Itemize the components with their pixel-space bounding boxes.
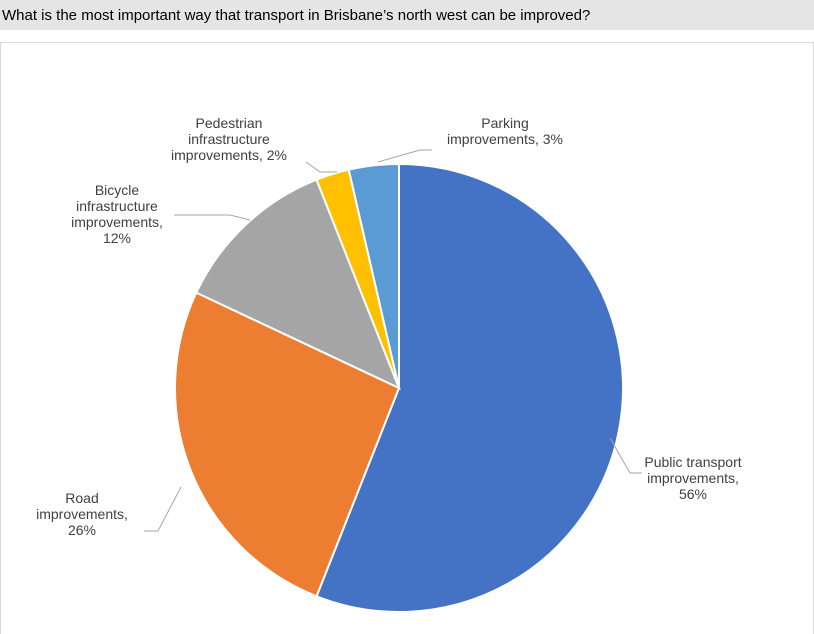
data-label-line: Public transport <box>644 454 741 470</box>
data-label-line: Bicycle <box>95 182 140 198</box>
data-label-line: improvements, <box>647 470 739 486</box>
data-label-line: Parking <box>481 115 528 131</box>
data-label-bicycle-infrastructure-improvements: Bicycle infrastructure improvements, 12% <box>71 182 163 246</box>
leader-line-road-improvements <box>144 486 182 532</box>
leader-line-public-transport-improvements <box>609 437 642 474</box>
pie-slice-public-transport-improvements <box>315 162 624 613</box>
data-label-line: Road <box>65 490 98 506</box>
pie-slice-bicycle-infrastructure-improvements <box>194 178 401 390</box>
data-label-line: 56% <box>679 486 707 502</box>
data-label-line: improvements, <box>36 506 128 522</box>
leader-line-parking-improvements <box>377 149 432 163</box>
data-label-public-transport-improvements: Public transport improvements, 56% <box>644 454 741 502</box>
data-label-road-improvements: Road improvements, 26% <box>36 490 128 538</box>
data-label-line: Pedestrian <box>196 115 263 131</box>
data-label-line: 12% <box>103 230 131 246</box>
data-label-pedestrian-infrastructure-improvements: Pedestrian infrastructure improvements, 2% <box>171 115 287 163</box>
data-label-line: improvements, <box>71 214 163 230</box>
question-title: What is the most important way that tran… <box>0 0 814 30</box>
data-label-line: infrastructure <box>188 131 270 147</box>
pie-slice-parking-improvements <box>347 162 400 389</box>
data-label-line: improvements, 2% <box>171 147 287 163</box>
leader-line-bicycle-infrastructure-improvements <box>174 214 251 221</box>
data-label-line: improvements, 3% <box>447 131 563 147</box>
pie-slice-road-improvements <box>174 291 401 598</box>
data-label-line: infrastructure <box>76 198 158 214</box>
leader-line-pedestrian-infrastructure-improvements <box>305 161 337 173</box>
data-label-parking-improvements: Parking improvements, 3% <box>447 115 563 147</box>
data-label-line: 26% <box>68 522 96 538</box>
